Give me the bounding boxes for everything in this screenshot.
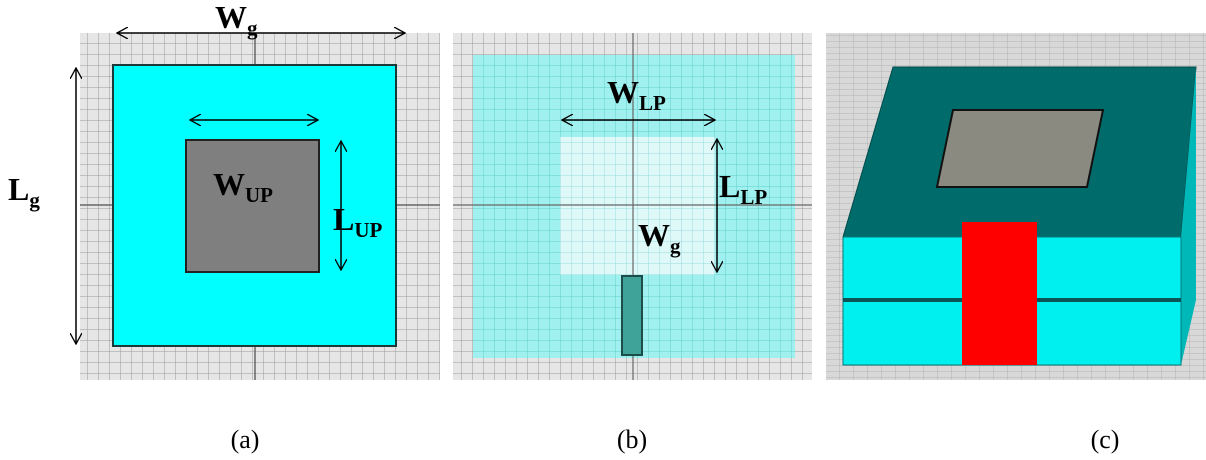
dimension-label: Wg: [215, 0, 258, 40]
dimension-label: Lg: [8, 171, 40, 212]
panel-c: [826, 33, 1206, 380]
feed-line: [622, 276, 642, 355]
feed-strip: [962, 222, 1037, 365]
caption: (c): [1091, 425, 1120, 454]
caption: (a): [231, 425, 260, 454]
panel-a: Wg Lg WUP LUP: [8, 0, 440, 380]
caption: (b): [617, 425, 647, 454]
lower-patch: [560, 137, 715, 275]
figure: Wg Lg WUP LUP WLP LLP Wg (a) (b) (c): [0, 0, 1206, 460]
panel-b: WLP LLP Wg: [453, 33, 812, 380]
upper-patch: [937, 110, 1103, 187]
